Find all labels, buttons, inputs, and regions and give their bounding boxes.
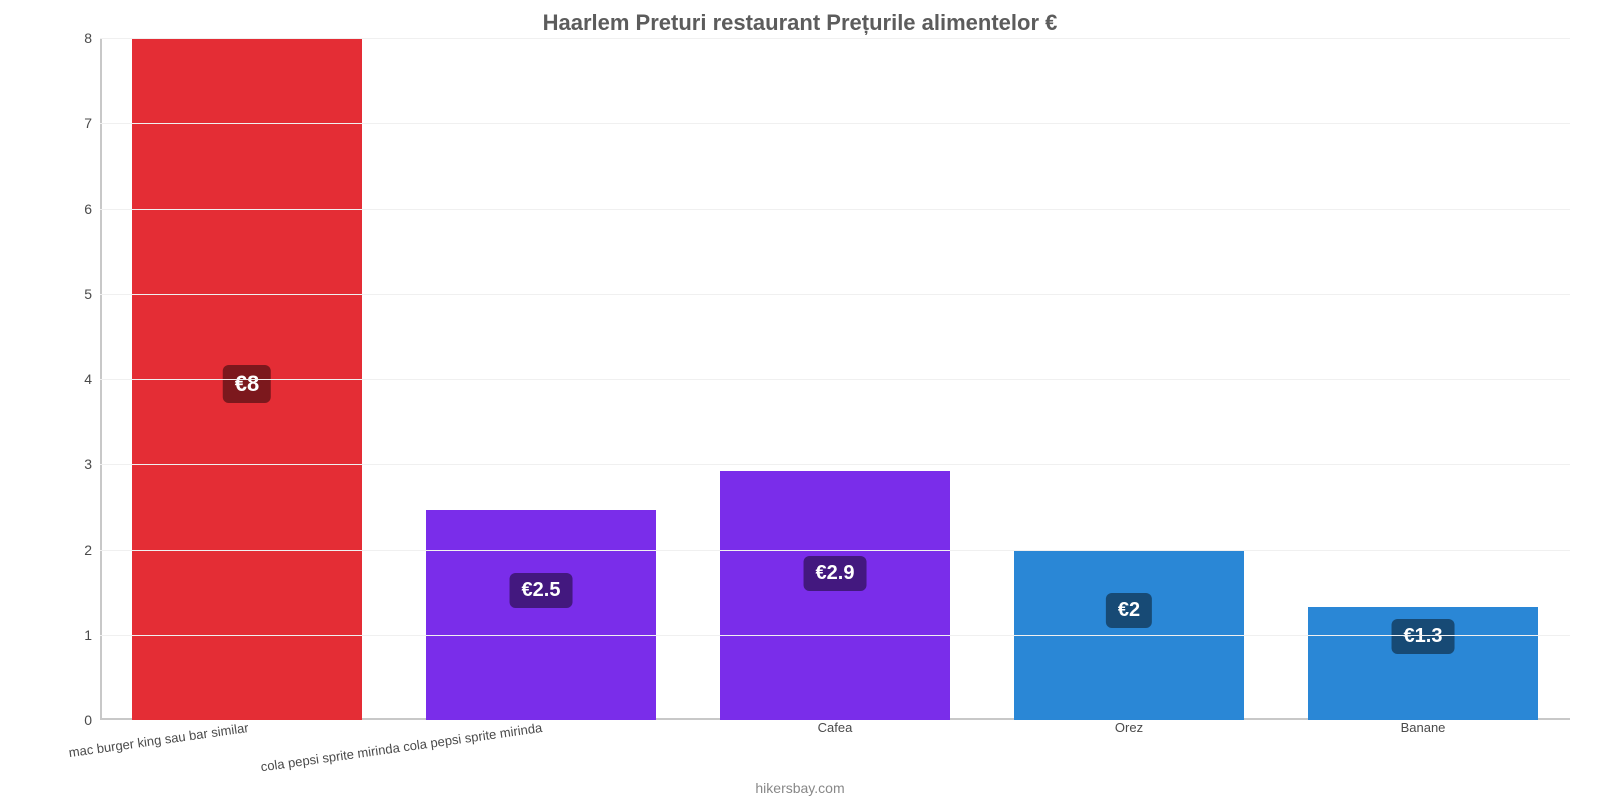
x-labels: mac burger king sau bar similarcola peps… [100, 720, 1570, 770]
chart-title: Haarlem Preturi restaurant Prețurile ali… [0, 10, 1600, 36]
gridline [100, 123, 1570, 124]
footer-credit: hikersbay.com [0, 780, 1600, 796]
y-tick-label: 6 [84, 201, 92, 217]
y-tick-label: 5 [84, 286, 92, 302]
bar: €2.5 [426, 510, 655, 720]
bar: €1.3 [1308, 607, 1537, 720]
gridline [100, 38, 1570, 39]
x-axis-label: cola pepsi sprite mirinda cola pepsi spr… [260, 720, 543, 774]
y-tick-label: 4 [84, 371, 92, 387]
x-axis-label: mac burger king sau bar similar [67, 720, 249, 760]
chart-plot-area: €8 €2.5 €2.9 €2 €1.3 [100, 38, 1570, 720]
y-axis: 012345678 [60, 38, 100, 720]
y-tick-label: 2 [84, 542, 92, 558]
bar-value-label: €2 [1106, 593, 1152, 628]
bar-value-label: €1.3 [1392, 619, 1455, 654]
gridline [100, 379, 1570, 380]
y-tick-label: 1 [84, 627, 92, 643]
gridline [100, 464, 1570, 465]
bar-value-label: €2.9 [804, 556, 867, 591]
gridline [100, 635, 1570, 636]
bar-value-label: €2.5 [510, 573, 573, 608]
gridline [100, 294, 1570, 295]
x-axis-label: Cafea [688, 720, 982, 735]
x-axis-label: Orez [982, 720, 1276, 735]
gridline [100, 209, 1570, 210]
y-tick-label: 8 [84, 30, 92, 46]
y-tick-label: 7 [84, 115, 92, 131]
x-axis-label: Banane [1276, 720, 1570, 735]
gridline [100, 550, 1570, 551]
bar: €2.9 [720, 471, 949, 720]
y-tick-label: 3 [84, 456, 92, 472]
y-tick-label: 0 [84, 712, 92, 728]
bar-value-label: €8 [223, 365, 271, 403]
